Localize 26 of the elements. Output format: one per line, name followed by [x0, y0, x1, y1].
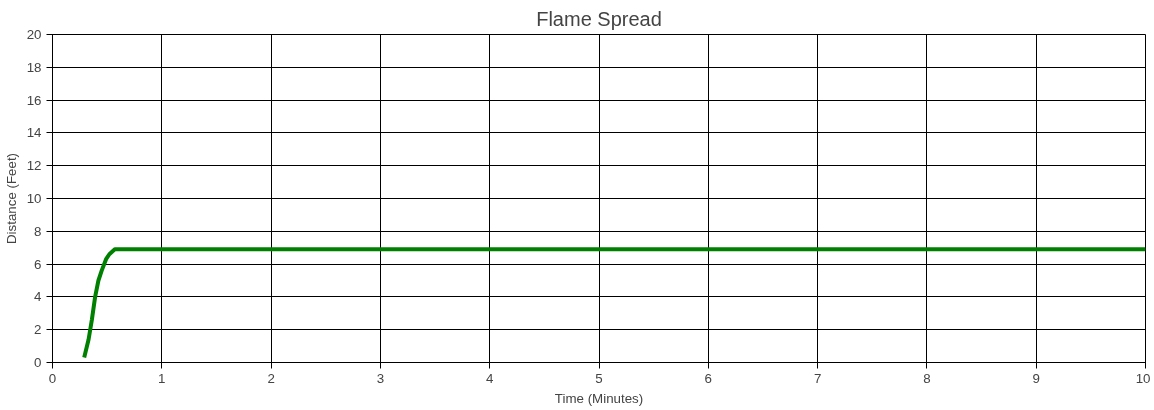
y-tick-label: 6 [34, 256, 42, 272]
x-tick-label: 6 [704, 370, 713, 386]
x-tick-label: 2 [267, 370, 275, 386]
y-tick-label: 8 [34, 223, 42, 239]
y-tick-label: 2 [34, 322, 42, 338]
chart-title: Flame Spread [536, 7, 662, 30]
y-tick-label: 20 [26, 27, 42, 42]
x-axis-title: Time (Minutes) [554, 390, 644, 406]
y-tick-label: 18 [26, 59, 42, 75]
y-tick-label: 4 [34, 289, 43, 305]
x-tick-label: 1 [158, 370, 166, 386]
x-tick-label: 7 [813, 370, 822, 386]
x-tick-label: 9 [1032, 370, 1040, 386]
x-tick-label: 3 [376, 370, 385, 386]
line-series [82, 247, 1146, 360]
y-axis-title: Distance (Feet) [3, 152, 19, 245]
x-tick-label: 5 [595, 370, 603, 386]
x-tick-label: 10 [1135, 370, 1151, 386]
x-tick-label: 8 [923, 370, 931, 386]
x-tick-label: 0 [48, 370, 57, 386]
y-tick-label: 10 [26, 191, 42, 206]
x-tick-label: 4 [485, 370, 494, 386]
y-tick-label: 0 [34, 355, 42, 370]
y-tick-label: 12 [26, 158, 42, 174]
y-tick-label: 16 [26, 92, 42, 108]
y-tick-label: 14 [26, 125, 43, 141]
